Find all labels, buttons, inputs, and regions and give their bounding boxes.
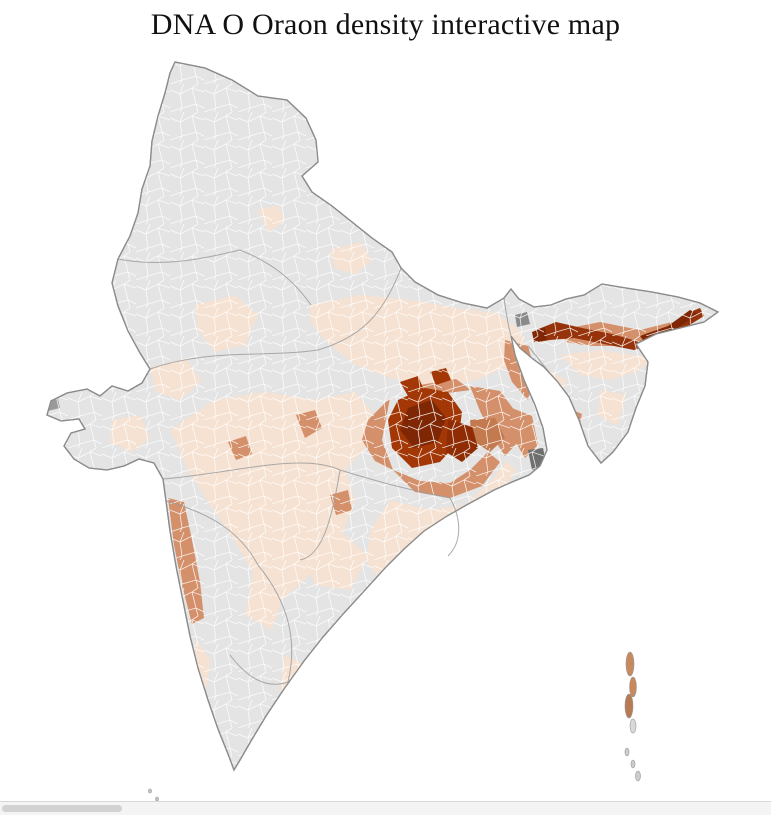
island-north-andaman[interactable] xyxy=(625,651,635,677)
island-car-nicobar[interactable] xyxy=(624,747,630,757)
horizontal-scrollbar-thumb[interactable] xyxy=(2,805,122,812)
state-boundary-line xyxy=(162,462,341,480)
district-region-upper-assam-edge[interactable] xyxy=(688,324,710,342)
island-great-nicobar[interactable] xyxy=(635,770,641,782)
island-middle-andaman[interactable] xyxy=(629,676,637,698)
state-boundary-line xyxy=(447,497,460,557)
island-lakshadweep-1[interactable] xyxy=(148,788,152,794)
page-title: DNA O Oraon density interactive map xyxy=(150,8,621,41)
island-nicobar-island[interactable] xyxy=(630,759,636,769)
state-boundary-line xyxy=(339,469,451,499)
india-outline-stroke xyxy=(46,61,720,772)
state-boundary-line xyxy=(239,249,312,306)
state-boundary-line xyxy=(257,564,293,683)
state-boundary-line xyxy=(317,267,402,351)
island-south-andaman[interactable] xyxy=(624,693,634,719)
state-boundary-line xyxy=(165,500,259,566)
state-boundary-line xyxy=(117,249,241,264)
state-boundary-line xyxy=(149,349,319,370)
district-region-coastal-andhra-patch[interactable] xyxy=(428,520,470,556)
state-boundary-line xyxy=(229,654,289,685)
state-boundary-line xyxy=(503,297,512,337)
horizontal-scrollbar[interactable] xyxy=(0,801,771,815)
state-boundary-line xyxy=(299,469,341,561)
district-region-tamil-nadu-patch[interactable] xyxy=(280,655,315,705)
island-little-andaman[interactable] xyxy=(629,718,637,734)
